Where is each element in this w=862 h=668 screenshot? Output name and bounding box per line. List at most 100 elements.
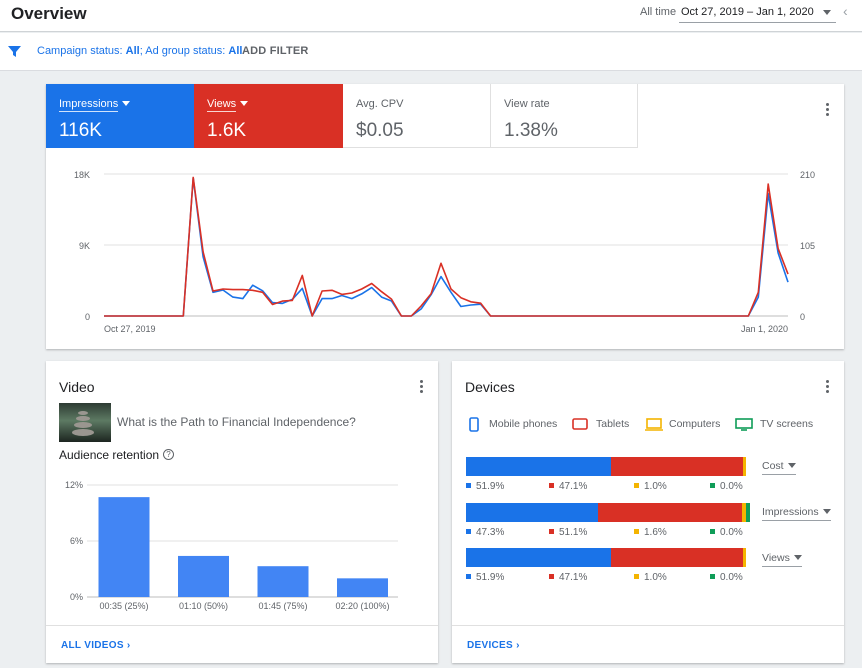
- device-pcts-views: 51.9% 47.1% 1.0% 0.0%: [466, 572, 756, 584]
- audience-retention-label: Audience retention: [59, 448, 160, 462]
- metric-avg-cpv[interactable]: Avg. CPV $0.05: [343, 84, 491, 148]
- y-tick-right: 105: [800, 241, 815, 251]
- retention-bar: [257, 566, 309, 597]
- pct-tv-value: 0.0%: [720, 481, 743, 492]
- pct-mobile-value: 47.3%: [476, 527, 505, 538]
- more-vert-icon[interactable]: [826, 103, 830, 118]
- retention-bar: [98, 497, 150, 597]
- top-bar: Overview All time Oct 27, 2019 – Jan 1, …: [0, 0, 862, 32]
- mobile-phone-icon: [469, 417, 479, 432]
- pct-tablet: 47.1%: [549, 481, 587, 492]
- retention-bar: [337, 578, 388, 597]
- pct-tablet-value: 47.1%: [559, 572, 588, 583]
- metric-views[interactable]: Views 1.6K: [194, 84, 343, 148]
- pct-tv: 0.0%: [710, 481, 743, 492]
- metric-view-rate[interactable]: View rate 1.38%: [491, 84, 638, 148]
- pct-computer-value: 1.6%: [644, 527, 667, 538]
- page-title: Overview: [11, 4, 87, 23]
- metric-select-impressions-label: Impressions: [762, 506, 819, 518]
- metric-select-cost[interactable]: Cost: [762, 460, 796, 475]
- filter-summary[interactable]: Campaign status: All; Ad group status: A…: [37, 45, 242, 57]
- tv-icon: [735, 418, 753, 431]
- tv-segment: [746, 503, 750, 522]
- metric-impressions-header: Impressions: [59, 98, 131, 112]
- video-card-title: Video: [59, 379, 95, 395]
- device-bar-views: [466, 548, 746, 567]
- y-tick: 12%: [65, 480, 83, 490]
- chevron-left-icon[interactable]: ‹: [843, 3, 848, 19]
- device-pcts-impressions: 47.3% 51.1% 1.6% 0.0%: [466, 527, 756, 539]
- chevron-down-icon[interactable]: [823, 10, 831, 15]
- devices-card-footer: DEVICES ›: [452, 625, 844, 663]
- pct-tablet: 47.1%: [549, 572, 587, 583]
- computer-segment: [743, 457, 746, 476]
- video-name[interactable]: What is the Path to Financial Independen…: [117, 415, 356, 429]
- video-thumbnail[interactable]: [59, 403, 111, 442]
- chevron-down-icon[interactable]: [122, 101, 131, 106]
- computer-icon: [645, 418, 663, 431]
- tablet-icon: [572, 418, 588, 430]
- pct-computer-value: 1.0%: [644, 481, 667, 492]
- device-bar-impressions: [466, 503, 750, 522]
- overview-card: Impressions 116K Views 1.6K Avg. CPV $0.…: [46, 84, 844, 349]
- metric-view-rate-label: View rate: [504, 98, 550, 110]
- y-tick-left: 0: [85, 312, 90, 322]
- video-card: Video What is the Path to Financial Inde…: [46, 361, 438, 663]
- x-tick: 01:10 (50%): [179, 601, 228, 611]
- impressions-series-line: [104, 177, 789, 317]
- metric-views-header: Views: [207, 98, 249, 112]
- devices-link[interactable]: DEVICES ›: [467, 640, 520, 651]
- tablet-segment: [611, 457, 744, 476]
- date-range-label: All time: [640, 6, 677, 18]
- device-bar-cost: [466, 457, 746, 476]
- y-tick-right: 0: [800, 312, 805, 322]
- pct-tablet-value: 51.1%: [559, 527, 588, 538]
- campaign-status-label: Campaign status:: [37, 45, 123, 57]
- pct-mobile-value: 51.9%: [476, 481, 505, 492]
- metric-select-views[interactable]: Views: [762, 552, 802, 567]
- help-icon[interactable]: ?: [163, 449, 174, 460]
- y-tick-left: 9K: [79, 241, 90, 251]
- x-tick: 00:35 (25%): [99, 601, 148, 611]
- pct-tablet-value: 47.1%: [559, 481, 588, 492]
- video-card-footer: ALL VIDEOS ›: [46, 625, 438, 663]
- x-tick: Oct 27, 2019: [104, 324, 156, 334]
- retention-bar: [178, 555, 229, 597]
- device-pcts-cost: 51.9% 47.1% 1.0% 0.0%: [466, 481, 756, 493]
- metric-select-views-label: Views: [762, 552, 790, 564]
- metric-impressions[interactable]: Impressions 116K: [46, 84, 194, 148]
- y-tick-right: 210: [800, 170, 815, 180]
- metric-views-value: 1.6K: [207, 120, 247, 141]
- devices-link-label: DEVICES: [467, 640, 514, 651]
- filter-bar: Campaign status: All; Ad group status: A…: [0, 33, 862, 71]
- more-vert-icon[interactable]: [420, 380, 424, 395]
- pct-computer-value: 1.0%: [644, 572, 667, 583]
- all-videos-link-label: ALL VIDEOS: [61, 640, 124, 651]
- x-tick: Jan 1, 2020: [741, 324, 788, 334]
- all-videos-link[interactable]: ALL VIDEOS ›: [61, 640, 131, 651]
- devices-card-title: Devices: [465, 379, 515, 395]
- metric-avg-cpv-value: $0.05: [356, 120, 404, 141]
- chevron-down-icon[interactable]: [240, 101, 249, 106]
- metric-select-impressions[interactable]: Impressions: [762, 506, 831, 521]
- campaign-status-value: All: [125, 45, 140, 57]
- pct-computer: 1.0%: [634, 481, 667, 492]
- add-filter-button[interactable]: ADD FILTER: [242, 45, 309, 57]
- y-tick: 6%: [70, 536, 83, 546]
- metric-views-label: Views: [207, 98, 237, 112]
- pct-tv: 0.0%: [710, 527, 743, 538]
- adgroup-status-value: All: [228, 45, 243, 57]
- pct-tablet: 51.1%: [549, 527, 587, 538]
- chevron-down-icon: [793, 555, 802, 560]
- more-vert-icon[interactable]: [826, 380, 830, 395]
- x-tick: 01:45 (75%): [258, 601, 307, 611]
- mobile-segment: [466, 548, 612, 567]
- pct-mobile: 51.9%: [466, 481, 504, 492]
- metric-impressions-label: Impressions: [59, 98, 119, 112]
- filter-icon[interactable]: [8, 45, 21, 58]
- computer-segment: [741, 503, 746, 522]
- date-range-select[interactable]: Oct 27, 2019 – Jan 1, 2020: [681, 6, 814, 18]
- pct-mobile: 47.3%: [466, 527, 504, 538]
- legend-tablets: Tablets: [596, 418, 630, 430]
- chevron-down-icon: [787, 463, 796, 468]
